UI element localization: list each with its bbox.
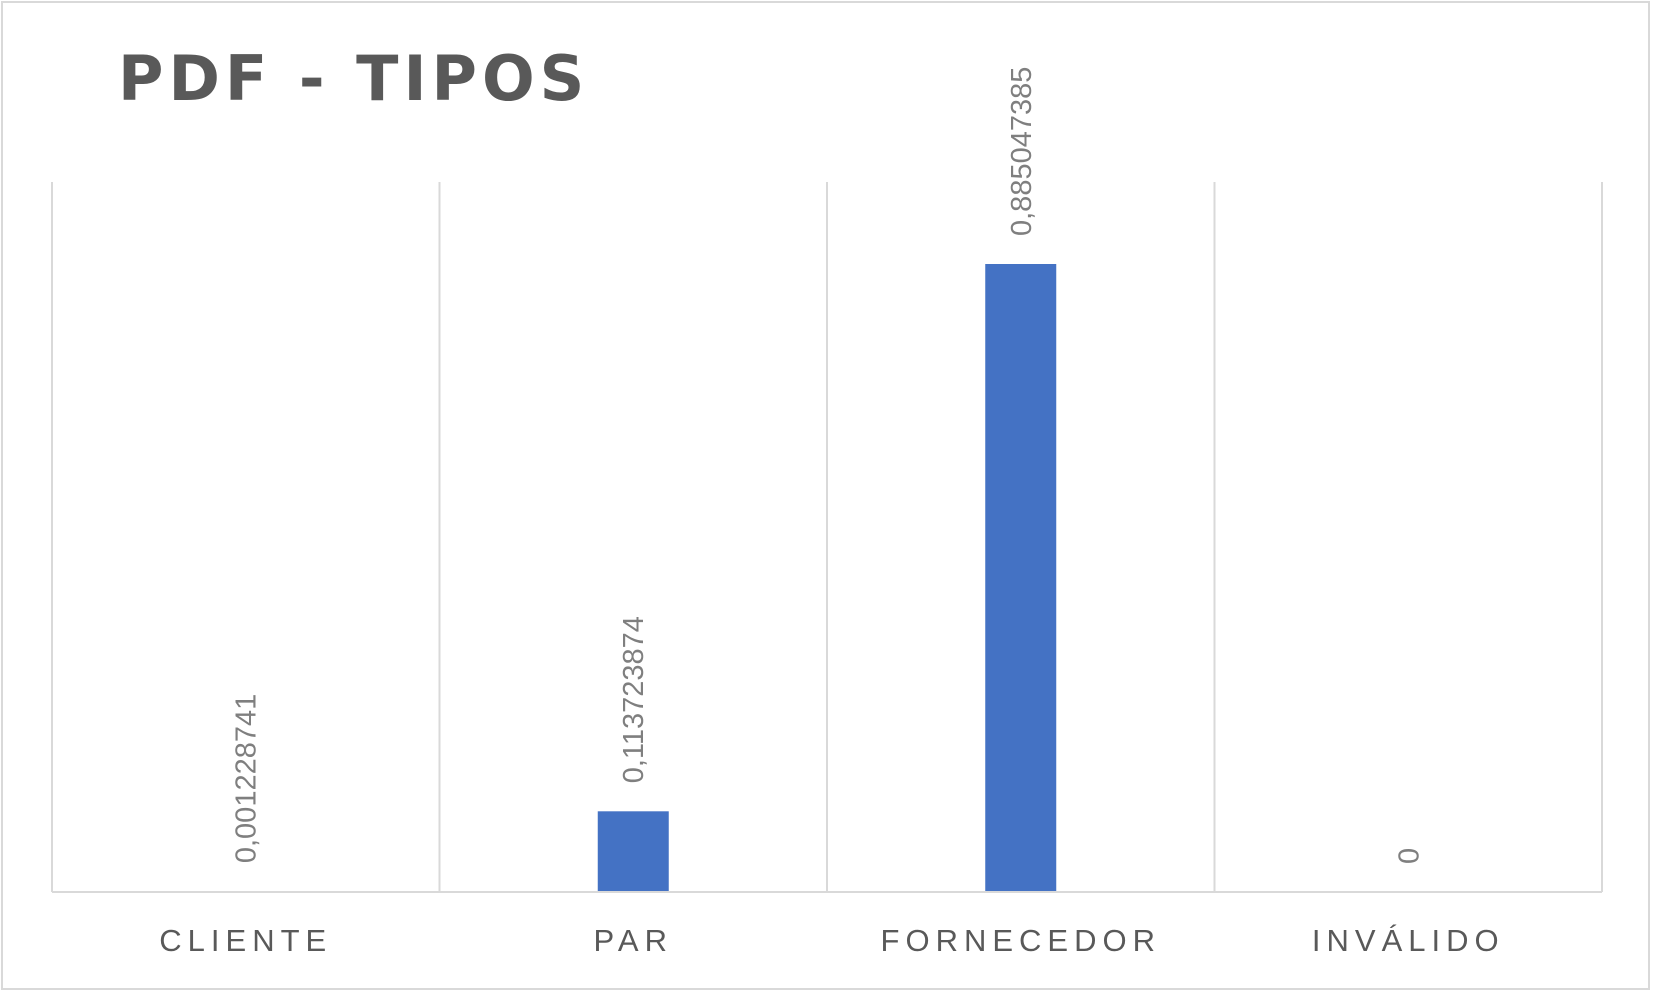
x-tick-label: CLIENTE [159,923,332,958]
bar-fornecedor [985,264,1057,892]
data-label: 0 [1393,848,1425,864]
data-label: 0,885047385 [1006,67,1038,236]
x-tick-label: FORNECEDOR [881,923,1161,958]
data-label: 0,001228741 [231,694,263,863]
x-tick-label: INVÁLIDO [1312,923,1505,958]
grid-lines [51,182,1603,892]
x-tick-labels: CLIENTE PAR FORNECEDOR INVÁLIDO [159,923,1505,958]
data-label: 0,113723874 [618,616,650,783]
bars [210,264,1057,892]
chart-title: PDF - TIPOS [118,42,590,115]
bar-par [597,811,669,892]
x-tick-label: PAR [594,923,673,958]
data-labels: 0,001228741 0,113723874 0,885047385 0 [231,67,1426,864]
